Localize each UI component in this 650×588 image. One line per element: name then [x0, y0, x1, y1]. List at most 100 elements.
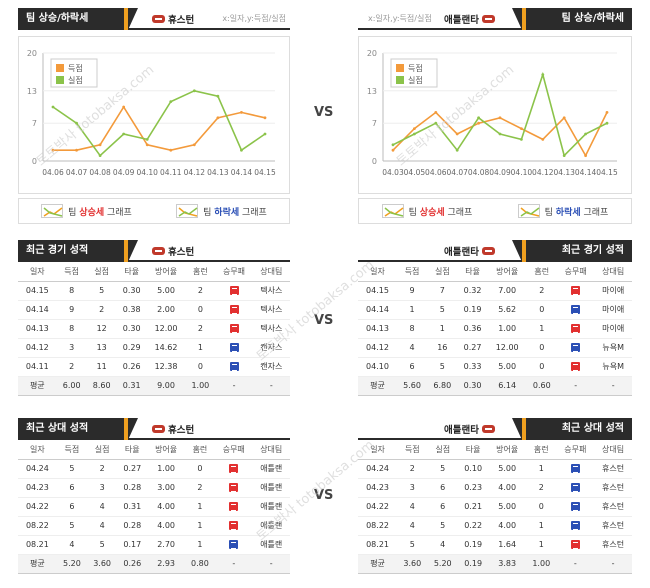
table-header-row: 일자 득점 실점 타율 방어율 홈런 승무패 상대팀	[18, 440, 290, 460]
loss-icon	[229, 540, 239, 549]
column-header: 상대팀	[594, 262, 632, 282]
table-cell: 5	[427, 300, 458, 320]
down-graph-icon	[176, 204, 199, 218]
table-cell: 04.14	[358, 300, 397, 320]
result-cell	[215, 357, 253, 377]
up-graph-icon	[41, 204, 64, 218]
table-row: 08.21 5 4 0.19 1.64 1 휴스턴	[358, 535, 632, 555]
table-cell: 5	[56, 516, 88, 536]
legend-up-label: 상승세	[419, 207, 445, 218]
average-cell: 8.60	[86, 376, 117, 396]
vs-label: VS	[314, 313, 334, 328]
team-name-label: 휴스턴	[168, 425, 195, 436]
table-cell: 16	[427, 338, 458, 358]
table-row: 04.12 4 16 0.27 12.00 0 뉴욕M	[358, 338, 632, 358]
loss-icon	[571, 343, 581, 352]
average-cell: 3.60	[397, 554, 428, 574]
h2h-panel-right: 애틀랜타 최근 상대 성적 일자 득점 실점 타율 방어율 홈런 승무패 상대팀 04.24 2 5…	[358, 418, 632, 576]
section-tag-label: 최근 경기 성적	[26, 245, 89, 256]
table-cell: 9	[56, 300, 87, 320]
data-point	[98, 154, 102, 157]
column-header: 타율	[457, 440, 489, 460]
table-cell: 0.30	[116, 281, 147, 301]
table-cell: 2.00	[146, 300, 186, 320]
table-row: 04.23 6 3 0.28 3.00 2 애틀랜	[18, 478, 290, 498]
data-point	[51, 148, 55, 152]
average-cell: 평균	[358, 554, 398, 574]
table-cell: 3.00	[147, 478, 185, 498]
table-cell: 04.10	[358, 357, 397, 377]
average-row: 평균 5.20 3.60 0.26 2.93 0.80- -	[18, 554, 290, 574]
table-cell: 애틀랜	[252, 516, 290, 536]
x-tick-label: 04.10	[136, 168, 158, 177]
table-cell: 0	[184, 459, 216, 479]
data-point	[75, 148, 78, 152]
table-row: 04.22 6 4 0.31 4.00 1 애틀랜	[18, 497, 290, 517]
data-point	[584, 132, 587, 136]
table-cell: 애틀랜	[252, 478, 290, 498]
table-cell: 5	[427, 516, 458, 536]
table-row: 04.10 6 5 0.33 5.00 0 뉴욕M	[358, 357, 632, 377]
legend-swatch	[56, 76, 64, 84]
section-tag-label: 최근 경기 성적	[561, 245, 624, 256]
section-tag-label: 최근 상대 성적	[561, 423, 624, 434]
table-row: 04.15 9 7 0.32 7.00 2 마이애	[358, 281, 632, 301]
table-cell: 2	[185, 319, 216, 339]
result-cell	[556, 535, 595, 555]
table-row: 04.24 5 2 0.27 1.00 0 애틀랜	[18, 459, 290, 479]
table-cell: 0.17	[117, 535, 148, 555]
table-cell: 0.27	[117, 459, 148, 479]
table-cell: 애틀랜	[252, 497, 290, 517]
team-name-label: 애틀랜타	[444, 247, 479, 258]
table-cell: 4.00	[488, 516, 527, 536]
table-cell: 0	[526, 338, 557, 358]
win-icon	[229, 324, 239, 333]
average-cell: 0.26	[117, 554, 148, 574]
column-header: 실점	[427, 262, 458, 282]
axis-subtitle: x:일자,y:득점/실점	[222, 14, 286, 23]
legend-swatch	[396, 76, 404, 84]
table-cell: 0.10	[457, 459, 489, 479]
table-cell: 8	[396, 319, 428, 339]
legend-down-label: 하락세	[214, 207, 240, 218]
x-tick-label: 04.14	[231, 168, 253, 177]
table-cell: 4.00	[147, 516, 185, 536]
up-graph-icon	[381, 204, 404, 218]
x-tick-label: 04.15	[596, 168, 618, 177]
column-header: 홈런	[526, 262, 557, 282]
table-cell: 1	[396, 300, 428, 320]
table-row: 04.15 8 5 0.30 5.00 2 텍사스	[18, 281, 290, 301]
table-cell: 0.26	[116, 357, 147, 377]
table-cell: 0.36	[457, 319, 488, 339]
team-name: 애틀랜타	[444, 244, 495, 258]
table-cell: 2	[526, 478, 557, 498]
table-cell: 0.33	[457, 357, 488, 377]
average-cell: 3.83	[488, 554, 527, 574]
team-name-label: 애틀랜타	[444, 425, 479, 436]
table-cell: 휴스턴	[594, 516, 632, 536]
table-cell: 2	[184, 478, 216, 498]
team-name-label: 휴스턴	[168, 247, 195, 258]
table-cell: 04.24	[18, 459, 57, 479]
head-to-head-table: 일자 득점 실점 타율 방어율 홈런 승무패 상대팀 04.24 2 5 0.10 5.00 1 휴스턴 04…	[358, 440, 632, 574]
data-point	[605, 111, 609, 114]
team-logo-icon	[152, 15, 165, 23]
column-header: 일자	[358, 262, 397, 282]
x-tick-label: 04.08	[468, 168, 490, 177]
legend-down-label: 하락세	[555, 207, 581, 218]
table-cell: 4.00	[147, 497, 185, 517]
team-name-label: 휴스턴	[168, 15, 195, 26]
table-cell: 마이애	[594, 281, 632, 301]
column-header: 방어율	[147, 440, 185, 460]
column-header: 타율	[457, 262, 488, 282]
average-cell: -	[215, 554, 253, 574]
trend-chart: 20 13 7 0 04.06 04.07 04.08 04.09 04.10 04.11 04.1…	[18, 36, 290, 194]
result-cell	[556, 300, 595, 320]
legend-up: 팀 상승세 그래프	[41, 204, 132, 218]
average-cell: 6.00	[56, 376, 87, 396]
vs-label: VS	[314, 105, 334, 120]
data-point	[75, 121, 78, 125]
column-header: 방어율	[488, 440, 527, 460]
table-cell: 4	[397, 516, 428, 536]
